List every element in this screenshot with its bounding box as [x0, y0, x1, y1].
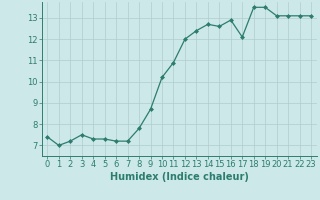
X-axis label: Humidex (Indice chaleur): Humidex (Indice chaleur) [110, 172, 249, 182]
